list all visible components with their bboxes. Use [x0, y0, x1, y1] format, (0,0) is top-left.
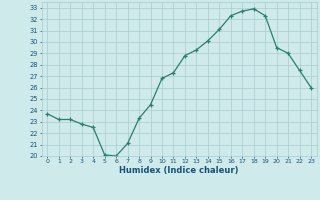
X-axis label: Humidex (Indice chaleur): Humidex (Indice chaleur): [119, 166, 239, 175]
